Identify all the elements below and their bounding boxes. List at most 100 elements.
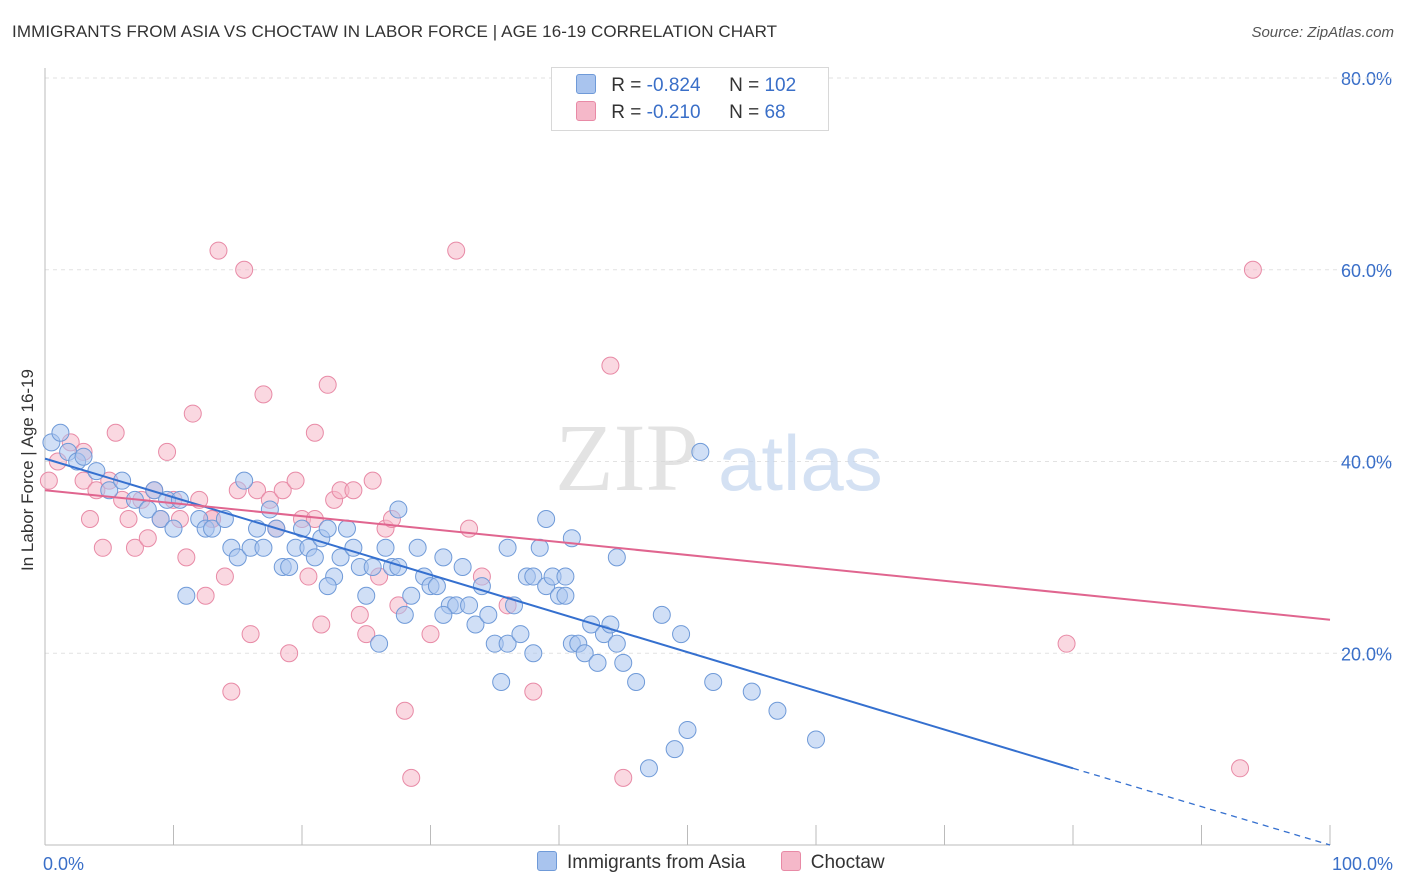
asia-point (672, 625, 691, 644)
y-axis-label: In Labor Force | Age 16-19 (18, 369, 37, 571)
choctaw-point (350, 605, 369, 624)
legend-n-label: N = (729, 75, 765, 96)
asia-point (807, 730, 825, 749)
asia-point (427, 577, 446, 596)
asia-point (87, 462, 106, 481)
legend-swatch-asia (576, 73, 596, 94)
asia-point (460, 596, 479, 615)
series-legend-choctaw[interactable]: Choctaw (780, 850, 885, 874)
series-legend-asia[interactable]: Immigrants from Asia (537, 850, 746, 874)
asia-point (704, 673, 723, 692)
series-swatch-asia (537, 850, 557, 871)
watermark-atlas: atlas (718, 419, 883, 507)
choctaw-point (280, 644, 299, 663)
choctaw-point (601, 356, 620, 375)
asia-point (293, 519, 311, 538)
asia-point (434, 548, 453, 567)
choctaw-point (196, 586, 215, 605)
asia-point (113, 471, 132, 490)
asia-point (639, 759, 658, 778)
choctaw-point (344, 481, 363, 500)
choctaw-point (106, 423, 125, 442)
choctaw-point (215, 567, 234, 586)
choctaw-point (1243, 260, 1262, 279)
asia-point (164, 519, 183, 538)
asia-point (691, 442, 710, 461)
source-credit: Source: ZipAtlas.com (1251, 24, 1394, 41)
series-label-choctaw: Choctaw (810, 852, 885, 873)
series-swatch-choctaw (780, 850, 801, 871)
asia-point (453, 557, 472, 576)
asia-point (652, 605, 671, 624)
asia-point (665, 740, 684, 759)
asia-point (376, 538, 395, 557)
choctaw-point (119, 510, 138, 529)
asia-point (678, 720, 697, 739)
asia-point (601, 615, 620, 634)
choctaw-point (80, 510, 99, 529)
choctaw-point (305, 423, 324, 442)
legend-swatch-choctaw (576, 100, 596, 121)
asia-point (556, 586, 575, 605)
asia-point (575, 644, 594, 663)
asia-point (408, 538, 427, 557)
choctaw-point (318, 375, 337, 394)
asia-point (74, 447, 93, 466)
choctaw-point (421, 625, 440, 644)
choctaw-trend-line (44, 489, 1331, 621)
choctaw-point (299, 567, 318, 586)
asia-point (607, 634, 626, 653)
asia-point (607, 548, 626, 567)
asia-point (524, 644, 543, 663)
legend-r-value: -0.210 (646, 102, 701, 123)
legend-r-label: R = (611, 75, 647, 96)
asia-point (530, 538, 549, 557)
asia-point (768, 701, 787, 720)
legend-r-value: -0.824 (646, 75, 701, 96)
choctaw-point (254, 385, 273, 404)
legend-r-label: R = (611, 102, 647, 123)
series-label-asia: Immigrants from Asia (567, 852, 746, 873)
asia-point (614, 653, 633, 672)
asia-point (100, 481, 119, 500)
asia-point (498, 634, 517, 653)
choctaw-point (39, 471, 58, 490)
asia-point (280, 557, 299, 576)
choctaw-point (357, 625, 376, 644)
asia-point (177, 586, 196, 605)
asia-point (260, 500, 279, 519)
choctaw-point (402, 768, 421, 787)
asia-trend-extension (1072, 767, 1331, 846)
asia-point (203, 519, 222, 538)
asia-point (524, 567, 543, 586)
choctaw-point (241, 625, 260, 644)
choctaw-point (74, 471, 93, 490)
asia-point (357, 586, 376, 605)
asia-point (627, 673, 646, 692)
asia-point (337, 519, 356, 538)
asia-point (305, 548, 324, 567)
choctaw-point (158, 442, 177, 461)
asia-point (556, 567, 575, 586)
choctaw-point (235, 260, 254, 279)
asia-point (582, 615, 601, 634)
choctaw-point (125, 538, 144, 557)
choctaw-point (138, 529, 157, 548)
choctaw-point (183, 404, 202, 423)
asia-point (318, 577, 337, 596)
choctaw-point (93, 538, 112, 557)
asia-point (434, 605, 453, 624)
y-tick-label: 40.0% (1341, 453, 1392, 473)
choctaw-point (395, 701, 414, 720)
chart-title: IMMIGRANTS FROM ASIA VS CHOCTAW IN LABOR… (12, 22, 778, 41)
asia-point (511, 625, 530, 644)
asia-point (331, 548, 350, 567)
choctaw-point (447, 241, 466, 260)
asia-point (228, 548, 247, 567)
asia-point (402, 586, 421, 605)
choctaw-point (363, 471, 382, 490)
asia-point (151, 510, 170, 529)
asia-point (588, 653, 607, 672)
y-tick-label: 20.0% (1341, 644, 1392, 664)
choctaw-point (614, 768, 633, 787)
